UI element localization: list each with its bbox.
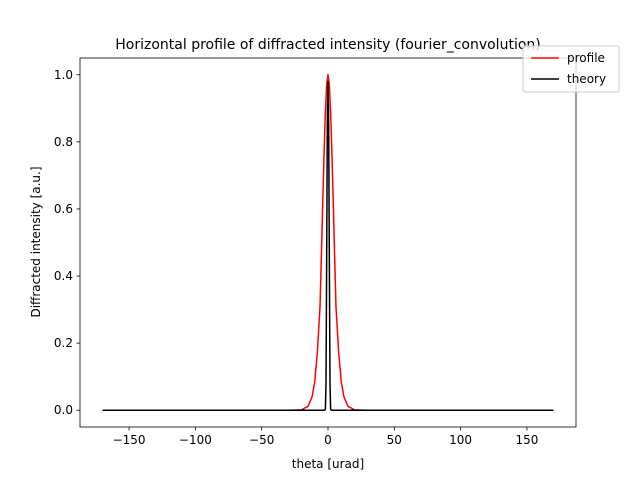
x-tick-label: −50 — [249, 433, 274, 447]
y-tick-label: 0.2 — [54, 336, 73, 350]
y-tick-label: 0.6 — [54, 202, 73, 216]
legend-label-theory: theory — [567, 72, 606, 86]
x-tick-label: −100 — [179, 433, 212, 447]
x-tick-label: −150 — [113, 433, 146, 447]
y-tick-label: 1.0 — [54, 68, 73, 82]
y-tick-label: 0.0 — [54, 403, 73, 417]
y-axis-title: Diffracted intensity [a.u.] — [29, 166, 43, 317]
x-tick-label: 50 — [387, 433, 402, 447]
y-tick-label: 0.8 — [54, 135, 73, 149]
y-tick-label: 0.4 — [54, 269, 73, 283]
axis-ticks: −150 −100 −50 0 50 100 150 0.0 0.2 0.4 0.6 0.8 1.0 — [54, 68, 538, 447]
series-line-theory — [102, 80, 554, 411]
chart-title: Horizontal profile of diffracted intensi… — [115, 37, 540, 53]
x-axis-title: theta [urad] — [292, 457, 364, 471]
legend: profile theory — [522, 45, 620, 93]
x-tick-label: 0 — [324, 433, 332, 447]
series-line-profile — [102, 74, 554, 411]
x-tick-label: 100 — [449, 433, 472, 447]
x-tick-label: 150 — [515, 433, 538, 447]
legend-label-profile: profile — [567, 51, 605, 65]
